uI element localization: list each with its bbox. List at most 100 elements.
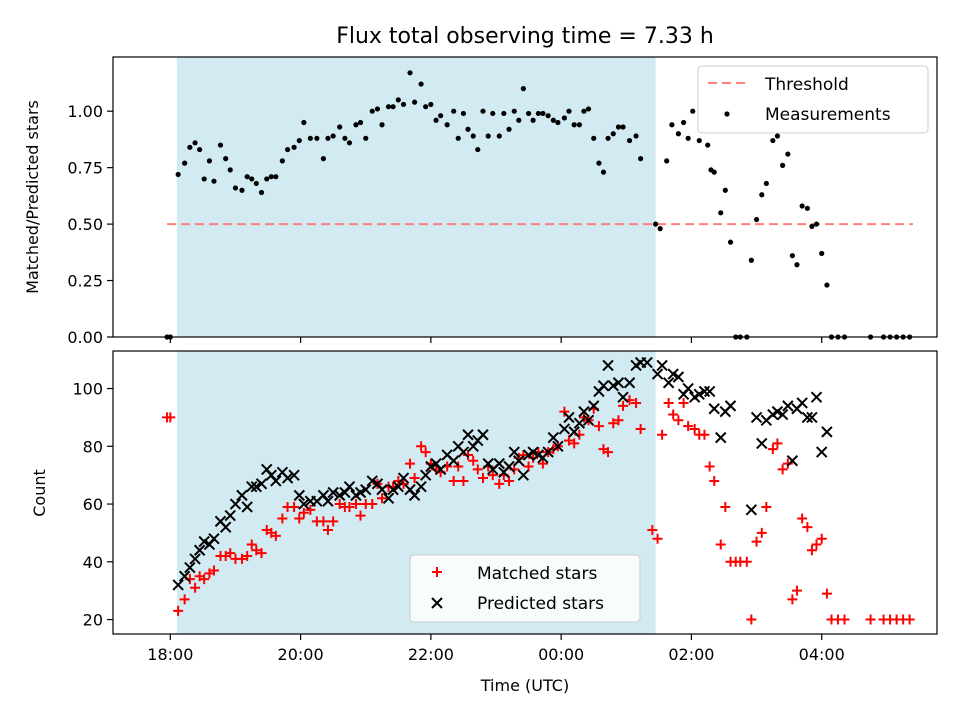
measurement-point: [423, 104, 429, 110]
measurement-point: [809, 223, 815, 229]
predicted-point: [708, 403, 720, 415]
legend-matched-swatch: [432, 567, 442, 577]
matched-point: [173, 605, 184, 616]
predicted-point: [360, 483, 372, 496]
top-y-tick-label: 0.50: [67, 215, 103, 234]
measurement-point: [585, 106, 592, 112]
matched-point: [699, 429, 710, 440]
matched-point: [657, 429, 668, 440]
predicted-point: [662, 377, 675, 389]
matched-point: [756, 527, 767, 538]
measurement-point: [722, 187, 728, 193]
top-y-tick-label: 0.25: [67, 272, 103, 291]
measurement-point: [819, 250, 825, 257]
predicted-point: [806, 411, 818, 424]
matched-point: [802, 522, 813, 533]
measurement-point: [273, 174, 279, 180]
matched-point: [683, 421, 694, 432]
measurement-point: [249, 176, 255, 182]
predicted-point: [236, 489, 248, 502]
x-tick-label: 18:00: [147, 645, 193, 664]
measurement-point: [605, 135, 611, 141]
predicted-point: [184, 561, 196, 574]
measurement-point: [718, 210, 724, 216]
measurement-point: [571, 122, 577, 128]
measurement-point: [301, 119, 307, 126]
matched-point: [791, 585, 802, 596]
measurement-point: [633, 133, 639, 139]
measurement-point: [506, 126, 512, 132]
matched-point: [689, 423, 700, 434]
bottom-frame: [112, 350, 938, 635]
matched-point: [608, 418, 619, 429]
predicted-point: [547, 431, 560, 444]
measurement-point: [696, 137, 702, 144]
measurement-point: [451, 108, 457, 114]
measurement-point: [813, 221, 820, 227]
measurement-point: [748, 257, 754, 263]
matched-point: [518, 449, 529, 460]
predicted-point: [568, 426, 580, 438]
matched-point: [761, 501, 772, 512]
bottom-y-tick-label: 80: [83, 437, 103, 456]
bottom-legend: Matched stars Predicted stars: [409, 554, 641, 623]
predicted-point: [612, 377, 625, 389]
measurement-point: [307, 135, 313, 141]
x-axis-label: Time (UTC): [480, 676, 569, 695]
predicted-point: [415, 481, 427, 493]
predicted-point: [241, 501, 253, 513]
measurement-point: [785, 151, 791, 157]
matched-point: [772, 438, 783, 449]
matched-point: [839, 614, 850, 625]
predicted-point: [246, 481, 258, 493]
matched-point: [225, 548, 236, 559]
measurement-point: [711, 169, 717, 175]
measurement-point: [239, 187, 245, 193]
matched-point: [777, 464, 788, 475]
predicted-point: [623, 377, 636, 389]
matched-point: [463, 449, 474, 460]
measurement-point: [789, 253, 795, 259]
bottom-legend-box: [409, 554, 641, 623]
top-y-tick-label: 0.00: [67, 328, 103, 347]
matched-point: [523, 461, 534, 472]
measurement-point: [763, 180, 769, 187]
measurement-point: [540, 110, 546, 117]
predicted-point: [715, 431, 727, 444]
predicted-point: [617, 391, 629, 403]
predicted-point: [786, 455, 799, 467]
measurement-point: [279, 158, 285, 164]
matched-point: [559, 406, 570, 417]
predicted-point: [397, 472, 410, 484]
measurement-point: [675, 131, 682, 137]
matched-point: [821, 588, 832, 599]
matched-point: [289, 501, 300, 512]
measurement-point: [799, 203, 805, 209]
matched-point: [334, 499, 345, 510]
matched-point: [787, 594, 798, 605]
matched-point: [618, 400, 629, 411]
predicted-point: [750, 411, 763, 424]
matched-point: [199, 574, 210, 585]
legend-predicted-label: Predicted stars: [477, 594, 604, 614]
bottom-y-tick-label: 60: [83, 495, 103, 514]
matched-point: [647, 525, 658, 536]
predicted-point: [255, 478, 268, 490]
predicted-point: [756, 437, 768, 450]
predicted-point: [457, 446, 470, 458]
measurement-point: [258, 189, 265, 196]
measurement-point: [428, 101, 434, 108]
chart-title: Flux total observing time = 7.33 h: [336, 24, 714, 49]
measurement-point: [182, 160, 188, 166]
predicted-point: [462, 429, 474, 441]
predicted-point: [578, 405, 590, 418]
measurement-point: [653, 221, 659, 227]
x-tick-label: 00:00: [538, 645, 584, 664]
measurement-point: [460, 110, 467, 117]
measurement-point: [480, 108, 486, 114]
predicted-point: [493, 457, 505, 470]
matched-point: [420, 447, 431, 458]
x-tick-label: 20:00: [278, 645, 324, 664]
predicted-point: [667, 368, 679, 380]
matched-point: [816, 533, 827, 544]
